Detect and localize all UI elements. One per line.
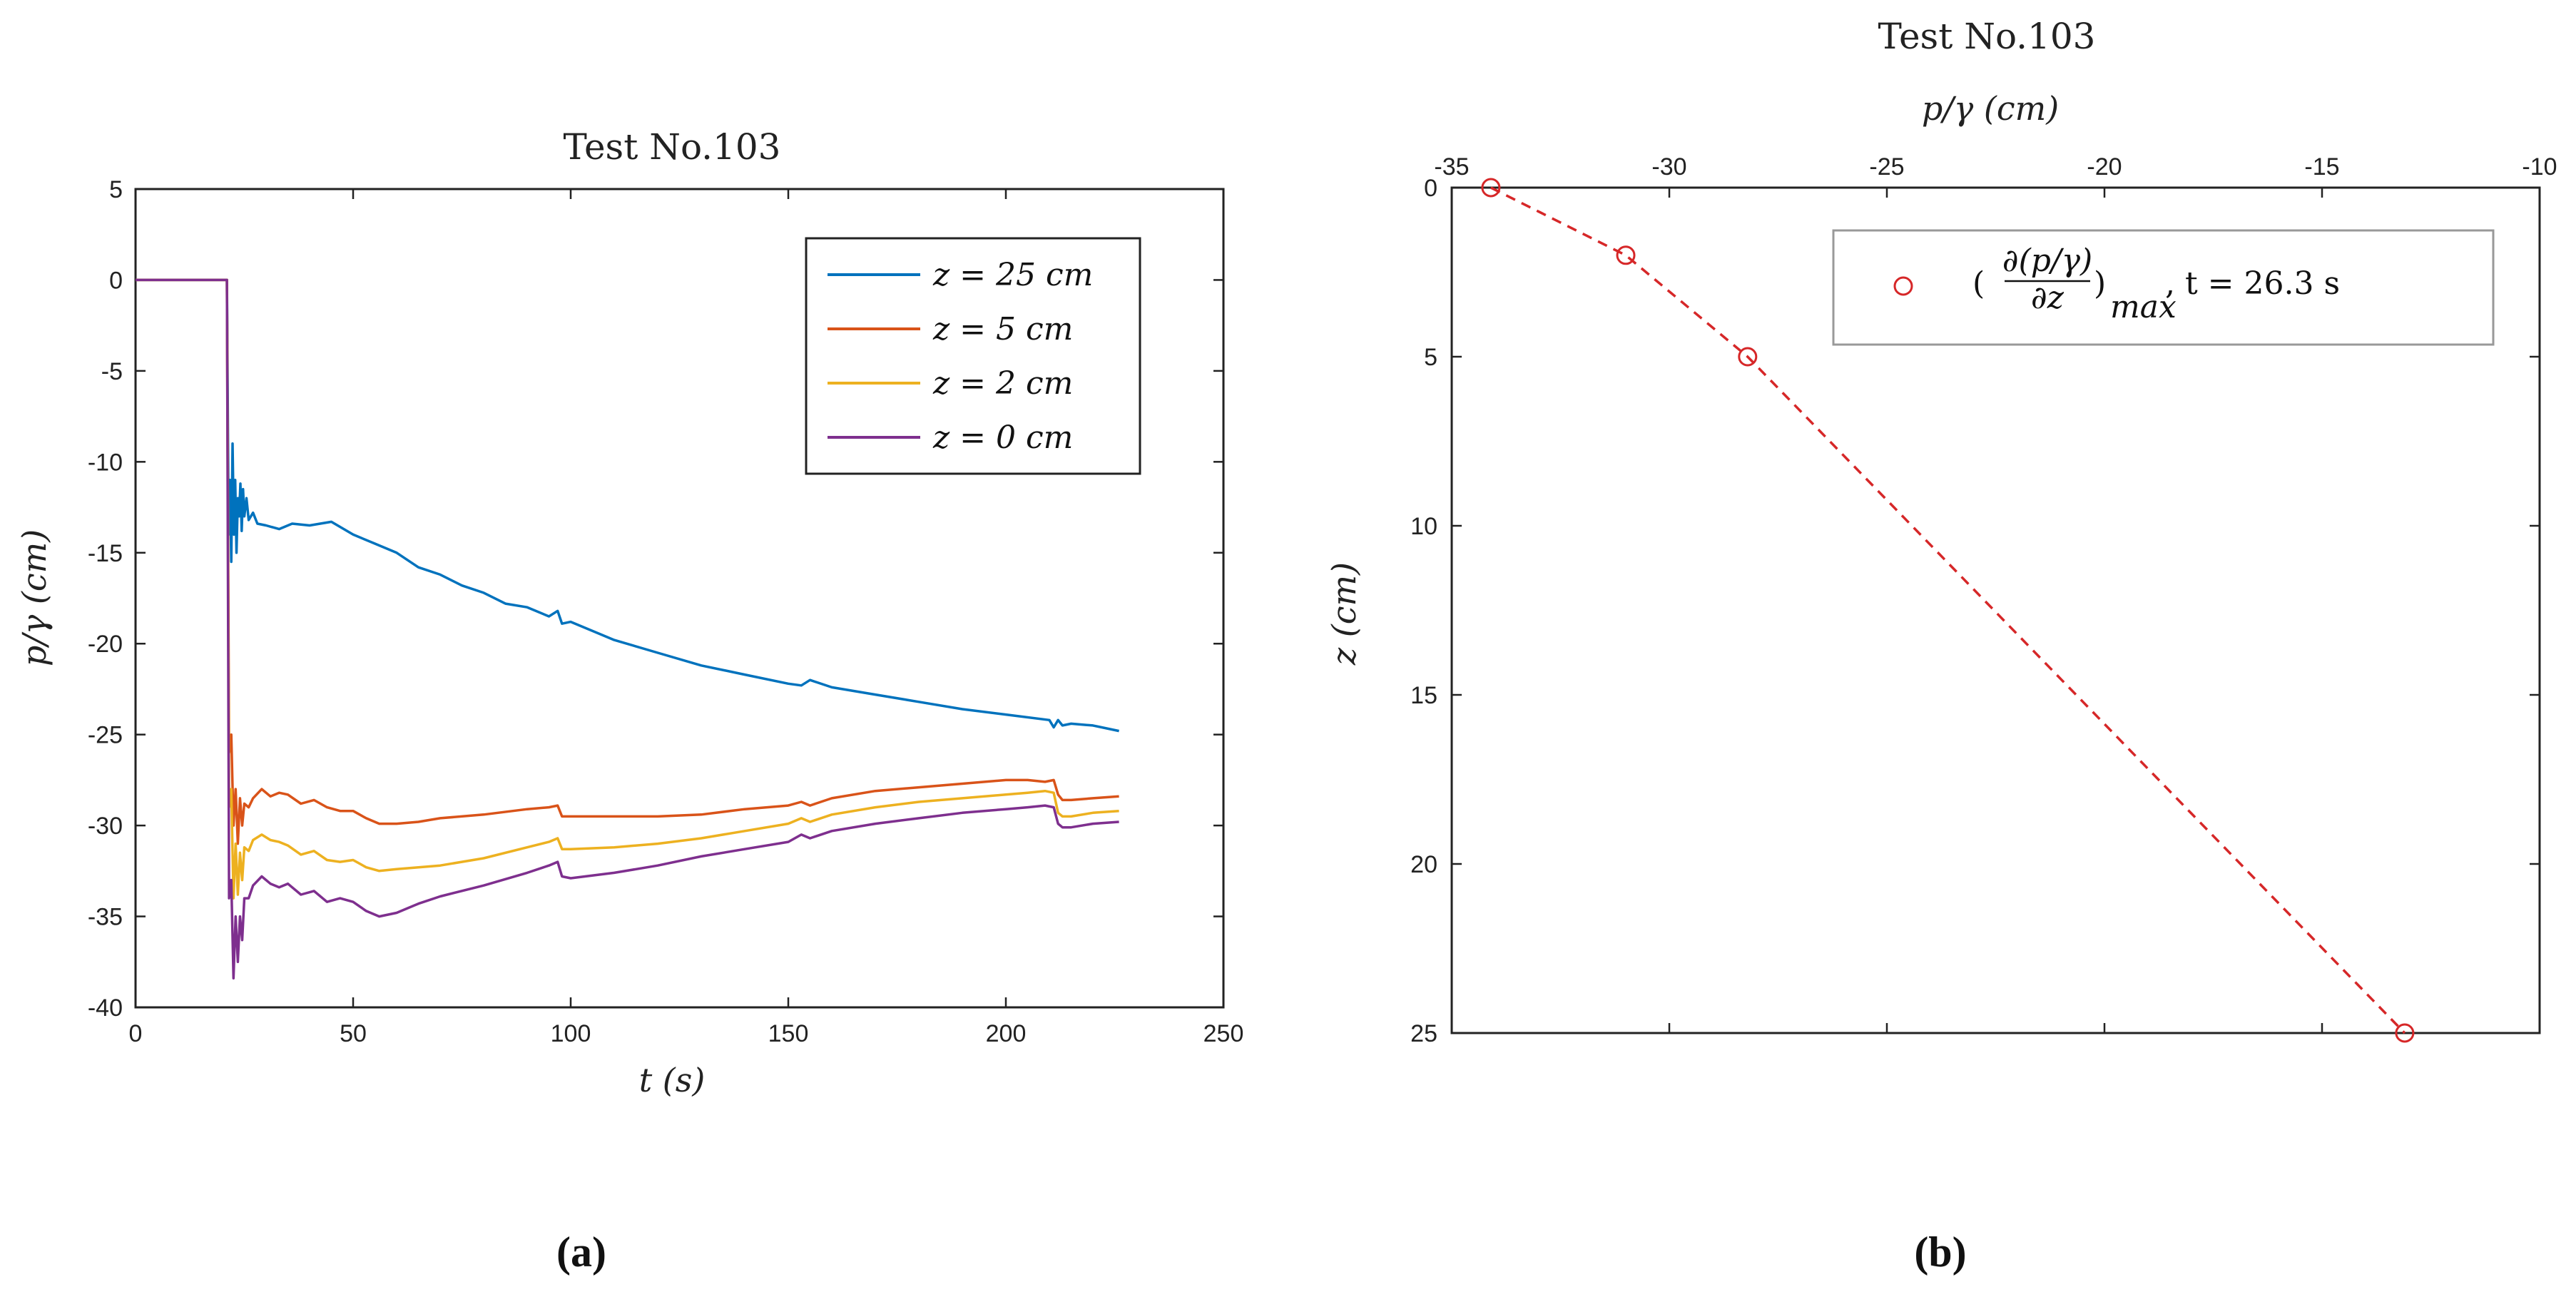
chart-a-xtick-label: 250 [1203,1020,1244,1047]
chart-b-legend-numerator: ∂(p/γ) [2002,243,2092,279]
chart-b-ytick-label: 15 [1410,682,1437,709]
chart-a-ytick-label: -35 [88,904,123,931]
chart-panel-b: Test No.103 p/γ (cm) -35 -30 -25 -20 -15 -10 … [1325,16,2557,1276]
chart-b-ytick-label: 25 [1410,1020,1437,1047]
panel-label-a: (a) [556,1229,606,1276]
chart-b-plot-frame [1450,186,2541,1034]
chart-a-ytick-label: 0 [109,267,123,294]
chart-b-x-axis: -35 -30 -25 -20 -15 -10 [1434,153,2557,1033]
chart-a-ytick-label: -10 [88,449,123,476]
chart-a-legend-label-1: z = 5 cm [932,311,1073,347]
chart-a-plot-frame [134,188,1225,1009]
chart-a-series-line-0 [136,278,1119,733]
chart-a-series-line-3 [136,278,1119,980]
chart-b-xtick-label: -30 [1651,153,1686,180]
chart-a-xtick-label: 150 [768,1020,809,1047]
chart-a-y-axis: 5 0 -5 -10 -15 -20 -25 -30 -35 -40 [88,176,1223,1022]
chart-b-legend-denominator: ∂z [2031,280,2065,316]
chart-a-xtick-label: 0 [129,1020,143,1047]
chart-b-xtick-label: -35 [1434,153,1469,180]
chart-a-ytick-label: -30 [88,813,123,840]
chart-a-ytick-label: -40 [88,995,123,1022]
chart-b-series-line-0 [1490,186,2406,1034]
chart-b-legend-box [1832,229,2495,346]
chart-b-xtick-label: -15 [2304,153,2339,180]
chart-a-ytick-label: -25 [88,722,123,749]
chart-a-ylabel: p/γ (cm) [15,529,54,666]
chart-a-legend-label-2: z = 2 cm [932,365,1073,402]
chart-b-data-point [1738,347,1758,367]
chart-a-xtick-label: 100 [551,1020,591,1047]
chart-b-title: Test No.103 [1878,16,2095,57]
chart-b-xtick-label: -25 [1869,153,1904,180]
chart-a-legend: z = 25 cm z = 5 cm z = 2 cm z = 0 cm [805,237,1141,475]
chart-a-legend-entries: z = 25 cm z = 5 cm z = 2 cm z = 0 cm [828,257,1093,456]
chart-a-legend-label-0: z = 25 cm [932,257,1093,293]
chart-b-ytick-label: 10 [1410,513,1437,540]
chart-b-legend-paren-right: ) [2094,265,2106,302]
chart-b-data-point [1616,245,1636,265]
panel-label-b: (b) [1914,1229,1966,1276]
chart-b-series-group [1481,178,2415,1043]
chart-b-legend-paren-left: ( [1972,265,1985,302]
chart-a-xtick-label: 200 [986,1020,1027,1047]
chart-a-xtick-label: 50 [340,1020,367,1047]
chart-a-title: Test No.103 [563,126,780,168]
chart-a-ytick-label: 5 [109,176,123,203]
chart-b-ylabel: z (cm) [1325,562,1363,666]
chart-b-legend-suffix: , t = 26.3 s [2165,265,2340,302]
chart-a-ytick-label: -20 [88,631,123,658]
chart-a-x-axis: 0 50 100 150 200 250 [129,189,1244,1047]
chart-b-xtick-label: -20 [2087,153,2122,180]
chart-b-legend: ( ∂(p/γ) ∂z ) max , t = 26.3 s [1832,229,2495,346]
chart-a-series-line-1 [136,278,1119,845]
chart-a-legend-label-3: z = 0 cm [932,419,1073,456]
chart-b-ytick-label: 0 [1424,175,1437,202]
chart-a-series-group [136,278,1119,980]
chart-b-data-point [2395,1023,2415,1043]
chart-b-y-axis: 0 5 10 15 20 25 [1410,175,2540,1047]
chart-b-xtick-label: -10 [2522,153,2557,180]
chart-b-legend-subscript: max [2110,289,2177,325]
chart-a-series-line-2 [136,278,1119,900]
chart-b-ytick-label: 5 [1424,344,1437,371]
chart-a-ytick-label: -5 [101,358,123,385]
chart-a-legend-box [805,237,1141,475]
chart-b-data-point [1481,178,1501,198]
chart-b-ytick-label: 20 [1410,851,1437,878]
chart-a-ytick-label: -15 [88,540,123,567]
chart-b-legend-marker [1893,276,1913,296]
chart-b-xlabel: p/γ (cm) [1922,89,2059,128]
chart-a-xlabel: t (s) [639,1061,706,1099]
